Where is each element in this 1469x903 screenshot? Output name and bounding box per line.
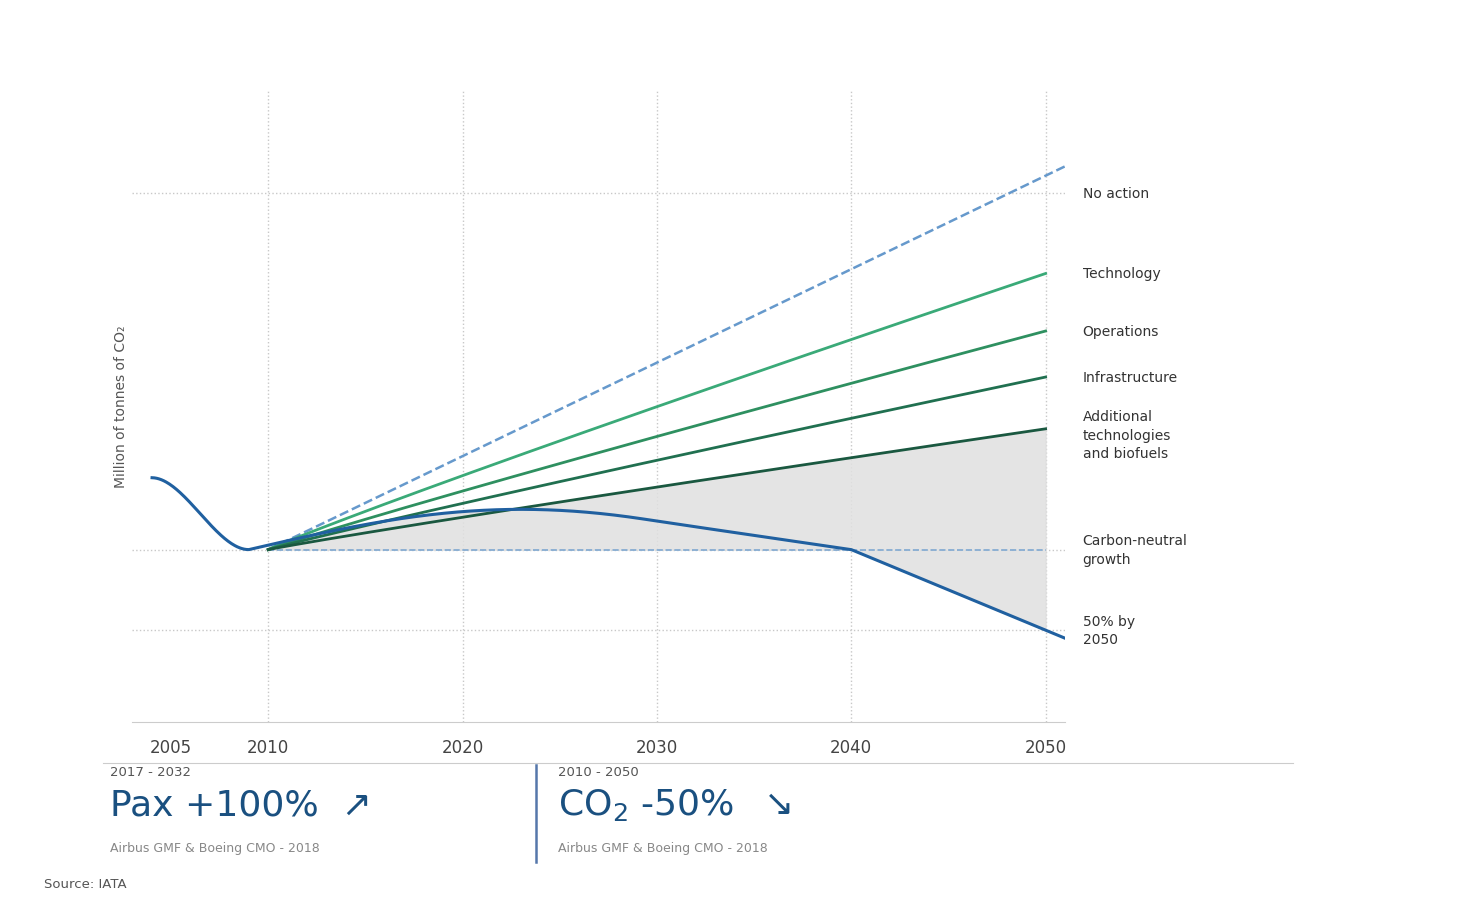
- Text: Operations: Operations: [1083, 325, 1159, 339]
- Text: 2017 - 2032: 2017 - 2032: [110, 765, 191, 777]
- Text: Pax +100%  ↗: Pax +100% ↗: [110, 787, 372, 822]
- Text: Source: IATA: Source: IATA: [44, 877, 126, 889]
- Y-axis label: Million of tonnes of CO₂: Million of tonnes of CO₂: [115, 325, 128, 488]
- Text: Airbus GMF & Boeing CMO - 2018: Airbus GMF & Boeing CMO - 2018: [558, 841, 768, 853]
- Text: CO$_2$ -50%  $\searrow$: CO$_2$ -50% $\searrow$: [558, 787, 792, 823]
- Text: Technology: Technology: [1083, 267, 1161, 281]
- Text: Airbus GMF & Boeing CMO - 2018: Airbus GMF & Boeing CMO - 2018: [110, 841, 320, 853]
- Text: Infrastructure: Infrastructure: [1083, 370, 1178, 385]
- Text: Additional
technologies
and biofuels: Additional technologies and biofuels: [1083, 410, 1171, 461]
- Text: Carbon-neutral
growth: Carbon-neutral growth: [1083, 534, 1187, 566]
- Text: 2010 - 2050: 2010 - 2050: [558, 765, 639, 777]
- Text: 50% by
2050: 50% by 2050: [1083, 614, 1134, 647]
- Text: No action: No action: [1083, 187, 1149, 200]
